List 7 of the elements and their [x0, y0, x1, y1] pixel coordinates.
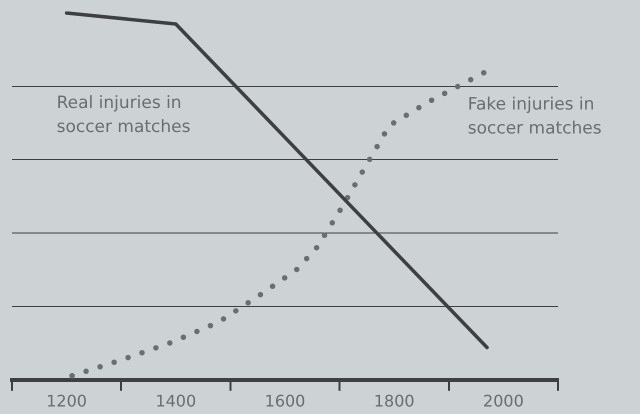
text: Real injuries in soccer matches [56, 92, 191, 137]
x-tick-label: 2000 [483, 392, 524, 411]
x-tick-label: 1200 [46, 392, 87, 411]
x-tick-label: 1600 [264, 392, 306, 411]
x-tick-label: 1800 [374, 392, 415, 411]
x-tick-label: 1400 [155, 392, 196, 411]
series-label: Fake injuries in soccer matches [468, 94, 602, 139]
